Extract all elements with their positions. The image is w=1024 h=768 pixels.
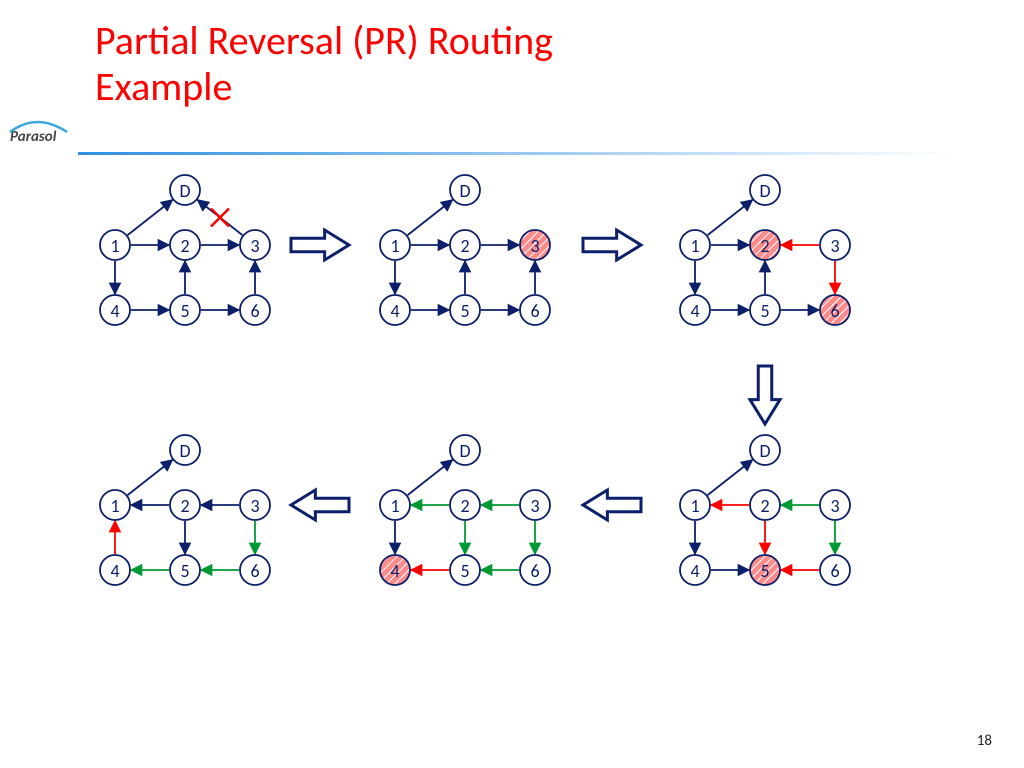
node-label-5: 5 <box>760 560 769 582</box>
node-label-4: 4 <box>690 560 699 582</box>
node-label-3: 3 <box>830 235 839 257</box>
node-label-5: 5 <box>460 300 469 322</box>
flow-arrow <box>750 366 780 424</box>
node-label-5: 5 <box>760 300 769 322</box>
node-label-2: 2 <box>460 495 469 517</box>
edge <box>408 460 453 495</box>
node-label-6: 6 <box>830 560 839 582</box>
edge <box>708 460 753 495</box>
node-label-3: 3 <box>530 235 539 257</box>
node-label-1: 1 <box>110 235 119 257</box>
node-label-4: 4 <box>690 300 699 322</box>
node-label-2: 2 <box>180 235 189 257</box>
node-label-D: D <box>459 440 470 462</box>
node-label-5: 5 <box>180 560 189 582</box>
node-label-D: D <box>459 180 470 202</box>
node-label-2: 2 <box>460 235 469 257</box>
node-label-3: 3 <box>830 495 839 517</box>
node-label-D: D <box>759 180 770 202</box>
edge <box>708 200 753 235</box>
node-label-D: D <box>179 180 190 202</box>
diagram-stage: D 1 2 3 4 5 6 D 1 2 3 4 5 6 D 1 2 3 4 5 6 D 1 2 3 4 5 6 D 1 2 3 4 5 6 D 1 2 3 4… <box>0 0 1024 768</box>
node-label-2: 2 <box>760 235 769 257</box>
panel-0: D 1 2 3 4 5 6 <box>100 175 270 325</box>
node-label-4: 4 <box>110 560 119 582</box>
flow-arrow <box>583 490 641 520</box>
flow-arrow <box>583 230 641 260</box>
node-label-1: 1 <box>110 495 119 517</box>
node-label-6: 6 <box>530 300 539 322</box>
node-label-1: 1 <box>690 495 699 517</box>
node-label-4: 4 <box>390 560 399 582</box>
node-label-4: 4 <box>390 300 399 322</box>
node-label-3: 3 <box>250 235 259 257</box>
node-label-5: 5 <box>180 300 189 322</box>
flow-arrow <box>291 230 349 260</box>
flow-arrow <box>291 490 349 520</box>
panel-5: D 1 2 3 4 5 6 <box>100 435 270 585</box>
edge <box>128 460 173 495</box>
node-label-1: 1 <box>690 235 699 257</box>
node-label-3: 3 <box>530 495 539 517</box>
panel-4: D 1 2 3 4 5 6 <box>380 435 550 585</box>
node-label-6: 6 <box>530 560 539 582</box>
node-label-D: D <box>179 440 190 462</box>
edge <box>408 200 453 235</box>
node-label-2: 2 <box>180 495 189 517</box>
node-label-D: D <box>759 440 770 462</box>
node-label-6: 6 <box>250 560 259 582</box>
node-label-2: 2 <box>760 495 769 517</box>
node-label-6: 6 <box>830 300 839 322</box>
edge <box>128 200 173 235</box>
panel-3: D 1 2 3 4 5 6 <box>680 435 850 585</box>
node-label-5: 5 <box>460 560 469 582</box>
node-label-1: 1 <box>390 235 399 257</box>
node-label-6: 6 <box>250 300 259 322</box>
panel-1: D 1 2 3 4 5 6 <box>380 175 550 325</box>
panel-2: D 1 2 3 4 5 6 <box>680 175 850 325</box>
node-label-3: 3 <box>250 495 259 517</box>
node-label-1: 1 <box>390 495 399 517</box>
node-label-4: 4 <box>110 300 119 322</box>
